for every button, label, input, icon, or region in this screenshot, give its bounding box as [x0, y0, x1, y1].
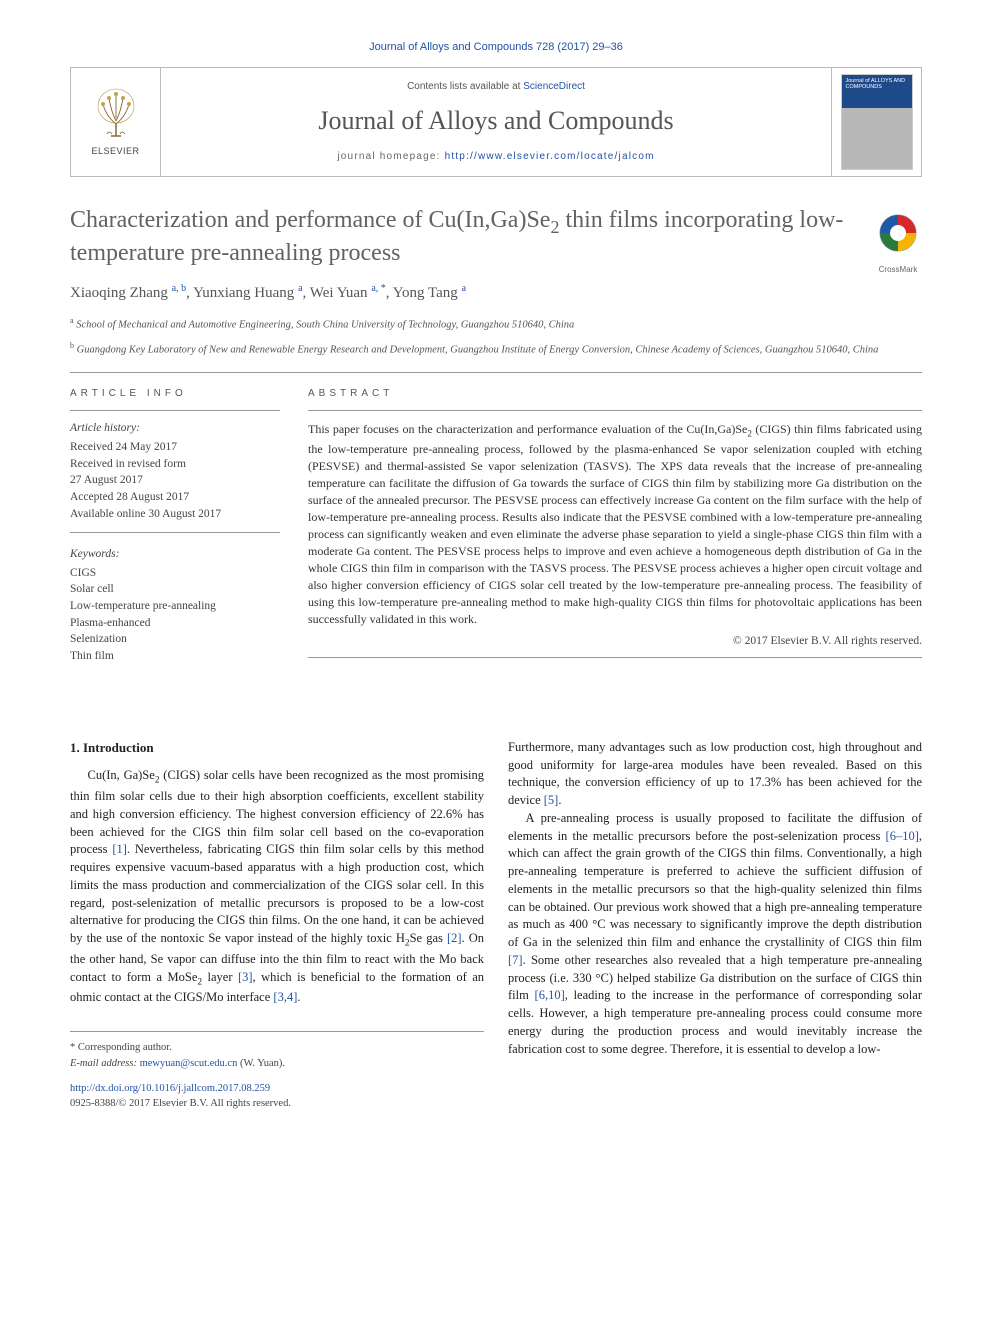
- author-name: Yunxiang Huang: [193, 285, 294, 301]
- header-center: Contents lists available at ScienceDirec…: [161, 68, 831, 176]
- author-mark[interactable]: a, *: [371, 283, 385, 294]
- author-mark[interactable]: a, b: [172, 283, 186, 294]
- author-mark[interactable]: a: [298, 283, 302, 294]
- divider: [308, 657, 922, 658]
- article-info-label: ARTICLE INFO: [70, 387, 280, 401]
- section-heading-introduction: 1. Introduction: [70, 739, 484, 757]
- corresponding-author: * Corresponding author.: [70, 1040, 484, 1056]
- corresponding-email-line: E-mail address: mewyuan@scut.edu.cn (W. …: [70, 1056, 484, 1072]
- keyword: Solar cell: [70, 581, 280, 598]
- keywords-block: Keywords: CIGS Solar cell Low-temperatur…: [70, 547, 280, 675]
- author-name: Xiaoqing Zhang: [70, 285, 168, 301]
- email-suffix: (W. Yuan).: [237, 1058, 285, 1069]
- intro-paragraph-1: Cu(In, Ga)Se2 (CIGS) solar cells have be…: [70, 767, 484, 1007]
- email-label: E-mail address:: [70, 1058, 140, 1069]
- author-name: Wei Yuan: [310, 285, 368, 301]
- contents-prefix: Contents lists available at: [407, 81, 523, 92]
- crossmark-label: CrossMark: [874, 265, 922, 276]
- doi-link[interactable]: http://dx.doi.org/10.1016/j.jallcom.2017…: [70, 1083, 270, 1094]
- history-line: Available online 30 August 2017: [70, 506, 280, 523]
- issn-line: 0925-8388/© 2017 Elsevier B.V. All right…: [70, 1097, 484, 1112]
- doi-line: http://dx.doi.org/10.1016/j.jallcom.2017…: [70, 1082, 484, 1097]
- author-3: Yong Tang a: [393, 285, 466, 301]
- journal-header: ELSEVIER Contents lists available at Sci…: [70, 67, 922, 177]
- divider: [308, 410, 922, 411]
- author-1: Yunxiang Huang a: [193, 285, 302, 301]
- keywords-label: Keywords:: [70, 547, 280, 563]
- cover-title: Journal of ALLOYS AND COMPOUNDS: [846, 78, 908, 90]
- article-info-column: ARTICLE INFO Article history: Received 2…: [70, 387, 280, 689]
- article-title: Characterization and performance of Cu(I…: [70, 205, 922, 268]
- history-line: 27 August 2017: [70, 472, 280, 489]
- keyword: Low-temperature pre-annealing: [70, 598, 280, 615]
- history-line: Accepted 28 August 2017: [70, 489, 280, 506]
- author-line: Xiaoqing Zhang a, b, Yunxiang Huang a, W…: [70, 282, 922, 303]
- abstract-column: ABSTRACT This paper focuses on the chara…: [308, 387, 922, 689]
- divider: [70, 372, 922, 373]
- publisher-logo-box: ELSEVIER: [71, 68, 161, 176]
- info-abstract-row: ARTICLE INFO Article history: Received 2…: [70, 387, 922, 689]
- article-history-block: Article history: Received 24 May 2017 Re…: [70, 421, 280, 533]
- keyword: Thin film: [70, 648, 280, 665]
- affil-mark: b: [70, 341, 74, 350]
- author-mark[interactable]: a: [462, 283, 466, 294]
- journal-name: Journal of Alloys and Compounds: [169, 103, 823, 138]
- history-line: Received in revised form: [70, 456, 280, 473]
- keyword: CIGS: [70, 565, 280, 582]
- history-line: Received 24 May 2017: [70, 439, 280, 456]
- cover-thumbnail-box: Journal of ALLOYS AND COMPOUNDS: [831, 68, 921, 176]
- intro-paragraph-2a: Furthermore, many advantages such as low…: [508, 739, 922, 810]
- homepage-link[interactable]: http://www.elsevier.com/locate/jalcom: [445, 151, 655, 162]
- affil-text: School of Mechanical and Automotive Engi…: [76, 320, 574, 331]
- author-2: Wei Yuan a, *: [310, 285, 386, 301]
- crossmark-icon: [874, 211, 922, 259]
- abstract-copyright: © 2017 Elsevier B.V. All rights reserved…: [308, 634, 922, 650]
- keyword: Plasma-enhanced: [70, 615, 280, 632]
- journal-reference: Journal of Alloys and Compounds 728 (201…: [70, 40, 922, 55]
- homepage-line: journal homepage: http://www.elsevier.co…: [169, 150, 823, 164]
- elsevier-label: ELSEVIER: [91, 145, 139, 157]
- affil-mark: a: [70, 316, 74, 325]
- intro-paragraph-2b: A pre-annealing process is usually propo…: [508, 810, 922, 1059]
- affiliation-a: a School of Mechanical and Automotive En…: [70, 315, 922, 333]
- keyword: Selenization: [70, 631, 280, 648]
- sciencedirect-link[interactable]: ScienceDirect: [523, 81, 585, 92]
- abstract-text: This paper focuses on the characterizati…: [308, 421, 922, 628]
- history-label: Article history:: [70, 421, 280, 437]
- homepage-prefix: journal homepage:: [337, 151, 444, 162]
- author-name: Yong Tang: [393, 285, 458, 301]
- affiliation-b: b Guangdong Key Laboratory of New and Re…: [70, 340, 922, 358]
- contents-available: Contents lists available at ScienceDirec…: [169, 80, 823, 94]
- body-column-left: 1. Introduction Cu(In, Ga)Se2 (CIGS) sol…: [70, 739, 484, 1112]
- crossmark-badge[interactable]: CrossMark: [874, 211, 922, 276]
- elsevier-tree-icon: [91, 86, 141, 141]
- corresponding-footer: * Corresponding author. E-mail address: …: [70, 1031, 484, 1111]
- body-columns: 1. Introduction Cu(In, Ga)Se2 (CIGS) sol…: [70, 739, 922, 1112]
- divider: [70, 410, 280, 411]
- affil-text: Guangdong Key Laboratory of New and Rene…: [77, 344, 879, 355]
- journal-cover-icon: Journal of ALLOYS AND COMPOUNDS: [841, 74, 913, 170]
- corresponding-email-link[interactable]: mewyuan@scut.edu.cn: [140, 1058, 238, 1069]
- author-0: Xiaoqing Zhang a, b: [70, 285, 186, 301]
- body-column-right: Furthermore, many advantages such as low…: [508, 739, 922, 1112]
- abstract-label: ABSTRACT: [308, 387, 922, 401]
